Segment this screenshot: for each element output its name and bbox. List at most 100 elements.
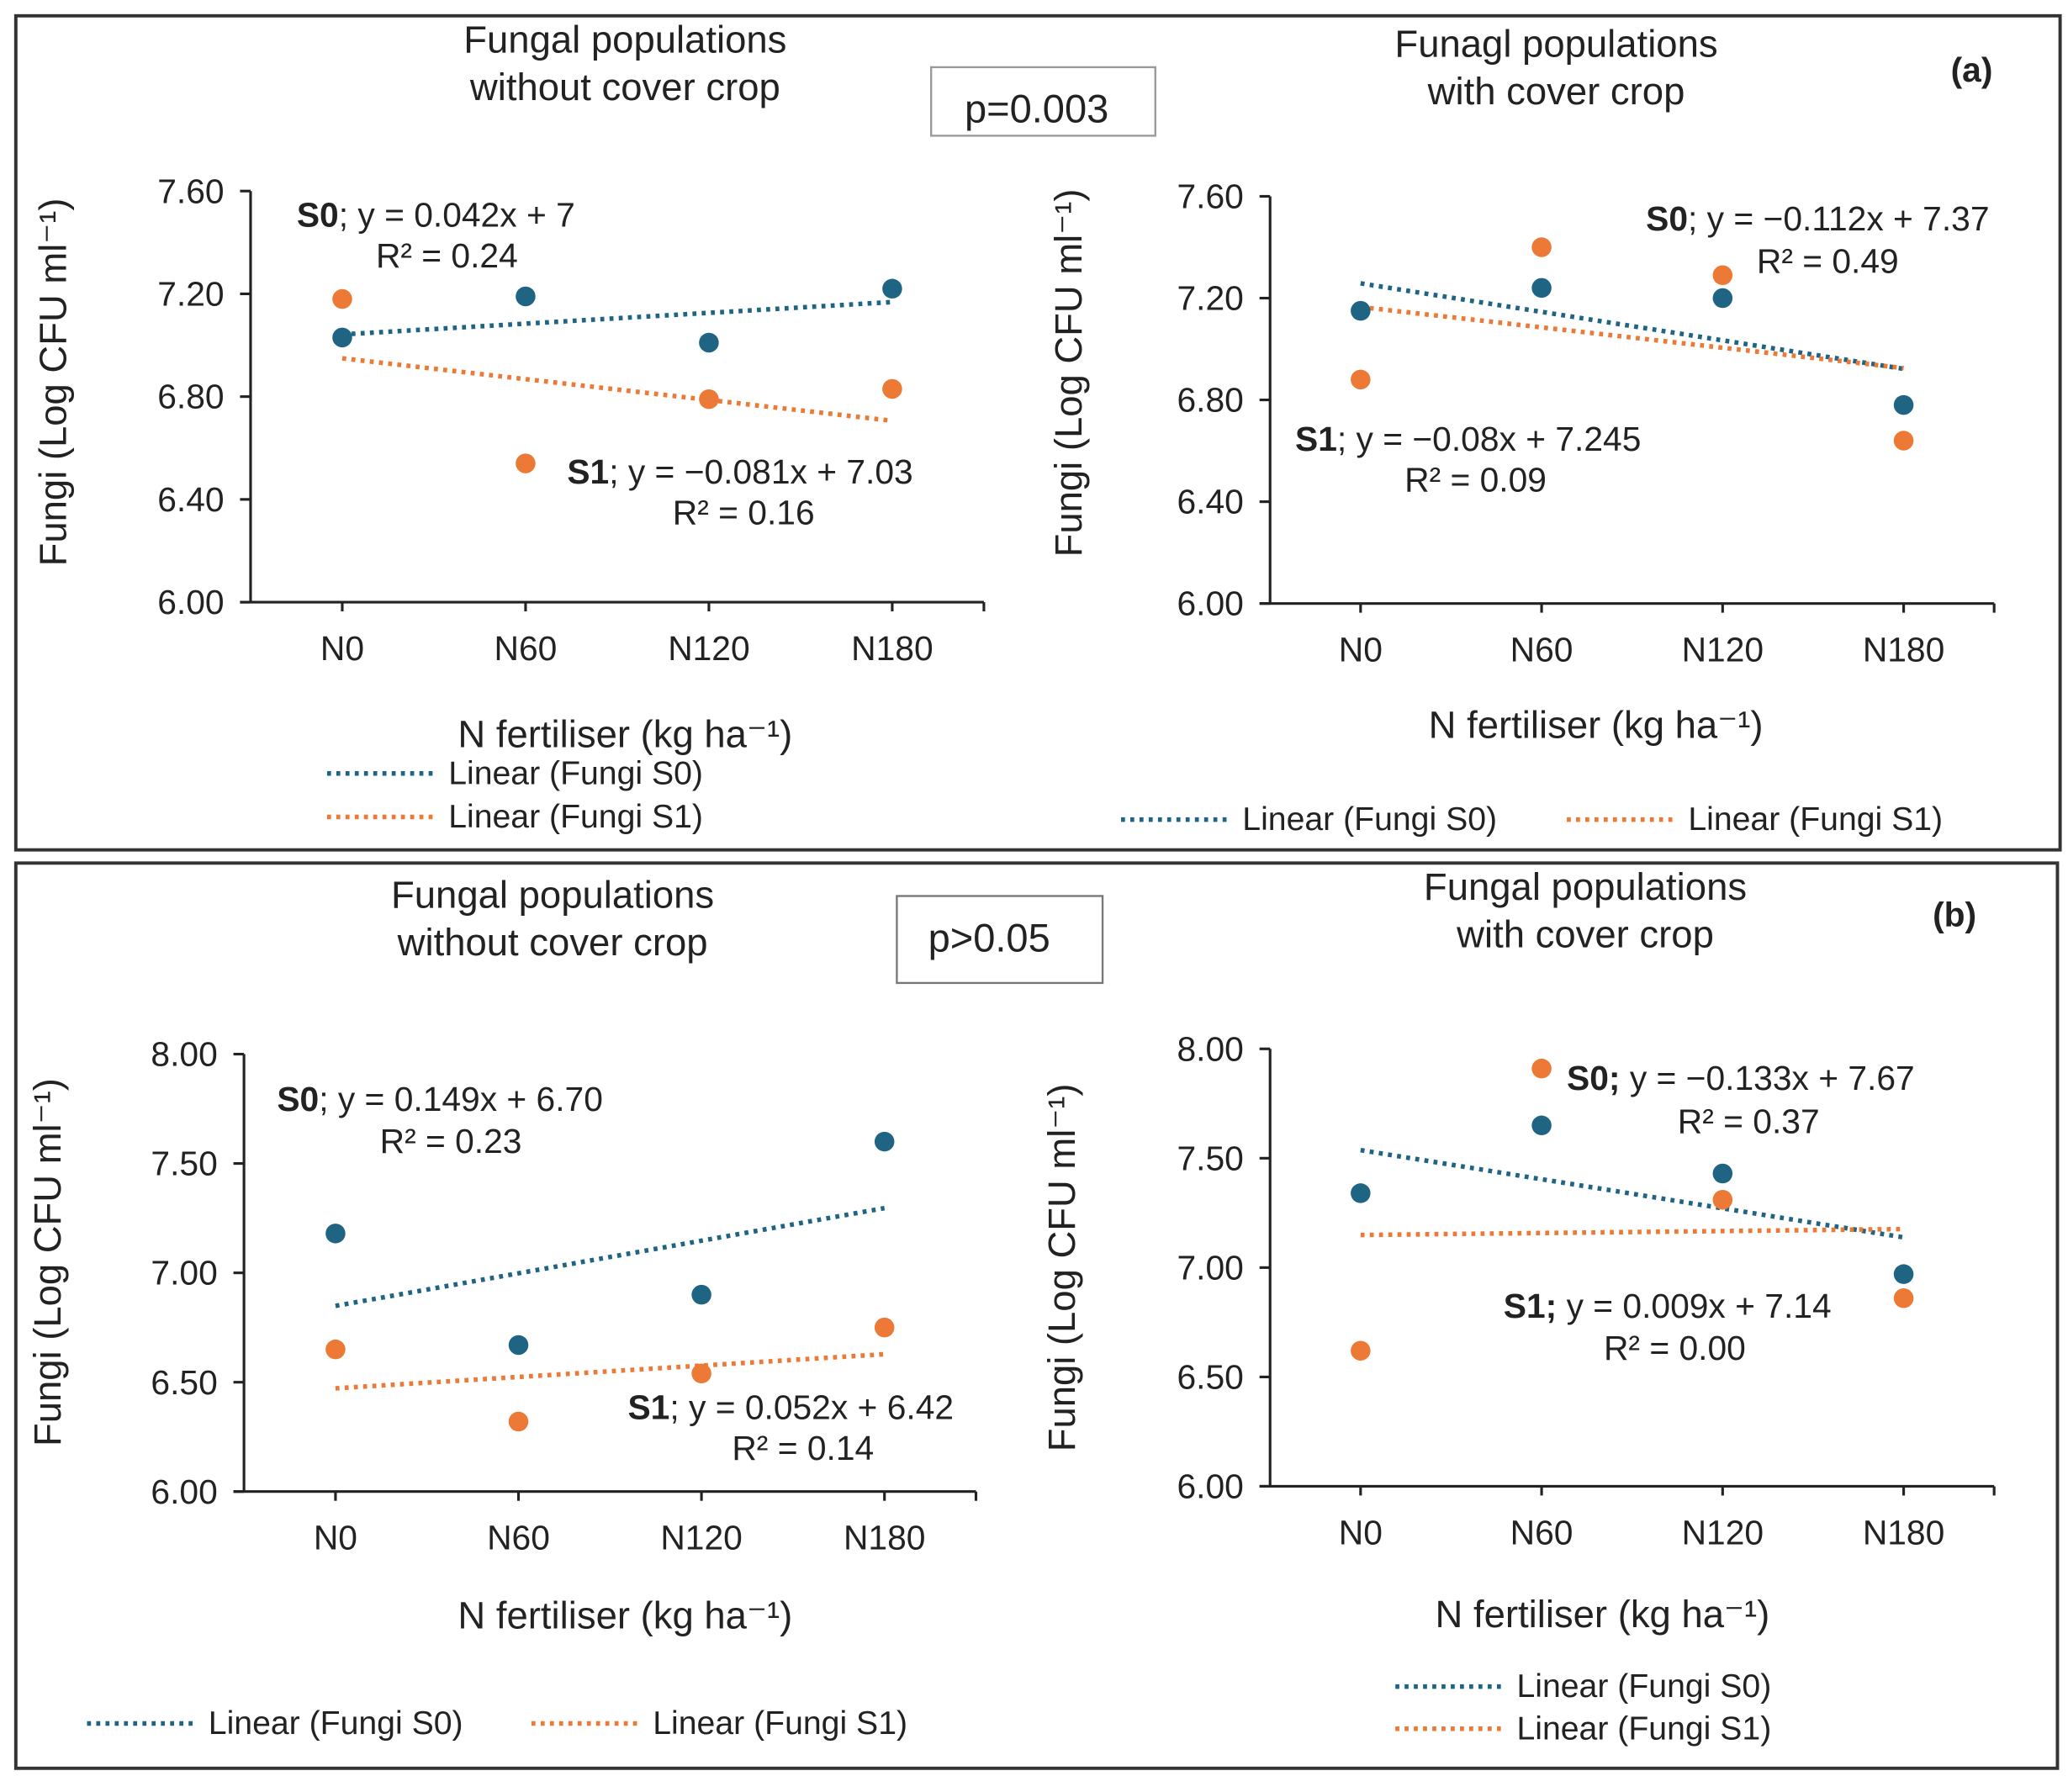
y-tick-label: 6.00	[1177, 1467, 1244, 1506]
chart-1: Fungal populations without cover crop 6.00…	[31, 19, 986, 835]
data-point-fungi-s0	[1531, 278, 1552, 299]
legend-label: Linear (Fungi S0)	[1516, 1668, 1771, 1705]
y-axis-label: Fungi (Log CFU ml⁻¹)	[26, 1078, 69, 1446]
x-tick-label: N0	[1339, 631, 1383, 669]
legend-label: Linear (Fungi S1)	[1516, 1710, 1771, 1747]
data-point-fungi-s1	[516, 453, 536, 473]
x-tick-label: N180	[1863, 1513, 1944, 1551]
data-point-fungi-s1	[1531, 237, 1552, 257]
p-value-box-b	[896, 895, 1104, 985]
trendline-fungi-s0	[335, 1205, 886, 1308]
r-squared: R² = 0.09	[1404, 460, 1547, 499]
data-point-fungi-s1	[1531, 1058, 1552, 1079]
r-squared: R² = 0.37	[1678, 1102, 1820, 1141]
x-tick-label: N120	[1682, 1513, 1764, 1551]
chart-4: Fungal populations with cover crop 6.00 6.5…	[1040, 865, 1996, 1747]
y-tick-label: 6.40	[1177, 483, 1244, 521]
legend-label: Linear (Fungi S0)	[1242, 801, 1497, 838]
trendline-fungi-s1	[335, 1351, 885, 1391]
data-point-fungi-s1	[874, 1317, 895, 1338]
data-point-fungi-s0	[332, 327, 352, 348]
data-point-fungi-s0	[1893, 1264, 1914, 1284]
data-point-fungi-s0	[1712, 1163, 1733, 1184]
legend-label: Linear (Fungi S0)	[209, 1705, 463, 1742]
data-point-fungi-s1	[699, 389, 719, 410]
x-tick-label: N0	[1339, 1513, 1383, 1551]
y-tick-label: 7.00	[151, 1254, 217, 1292]
x-tick-label: N120	[660, 1519, 742, 1557]
regression-equation: S1; y = 0.009x + 7.14	[1504, 1287, 1832, 1325]
data-point-fungi-s0	[691, 1284, 711, 1305]
data-point-fungi-s0	[1712, 288, 1733, 309]
chart-title: without cover crop	[397, 921, 708, 964]
r-squared: R² = 0.16	[673, 494, 815, 532]
data-point-fungi-s1	[508, 1411, 529, 1432]
chart-title: Fungal populations	[391, 874, 714, 917]
data-point-fungi-s0	[325, 1224, 346, 1244]
y-tick-label: 7.50	[151, 1144, 217, 1183]
r-squared: R² = 0.00	[1604, 1329, 1746, 1367]
y-axis-label: Fungi (Log CFU ml⁻¹)	[31, 198, 74, 566]
legend-label: Linear (Fungi S0)	[448, 755, 703, 791]
y-tick-label: 6.50	[1177, 1358, 1244, 1397]
regression-equation: S1; y = −0.081x + 7.03	[567, 452, 912, 491]
trendline-fungi-s1	[341, 356, 893, 424]
chart-title: Fungal populations	[1424, 865, 1747, 908]
x-tick-label: N60	[1510, 631, 1573, 669]
data-point-fungi-s0	[1351, 1183, 1371, 1203]
y-tick-label: 8.00	[151, 1035, 217, 1074]
r-squared: R² = 0.49	[1757, 241, 1899, 280]
y-axis-label: Fungi (Log CFU ml⁻¹)	[1047, 189, 1090, 558]
x-axis-label: N fertiliser (kg ha⁻¹)	[1429, 703, 1764, 746]
regression-equation: S1; y = 0.052x + 6.42	[627, 1388, 954, 1427]
r-squared: R² = 0.14	[732, 1429, 874, 1467]
x-tick-label: N0	[320, 629, 364, 668]
x-tick-label: N180	[1863, 631, 1944, 669]
y-tick-label: 6.50	[151, 1363, 217, 1402]
x-tick-label: N60	[495, 629, 558, 668]
trendline-fungi-s1	[1360, 1226, 1904, 1238]
data-point-fungi-s1	[332, 288, 352, 309]
x-tick-label: N180	[844, 1519, 925, 1557]
regression-equation: S1; y = −0.08x + 7.245	[1295, 420, 1641, 458]
chart-title: without cover crop	[469, 66, 780, 108]
y-tick-label: 6.80	[157, 378, 224, 416]
data-point-fungi-s1	[325, 1339, 346, 1360]
x-tick-label: N120	[668, 629, 749, 668]
x-tick-label: N0	[314, 1519, 357, 1557]
p-value-box-a	[930, 66, 1156, 137]
panel-label-b: (b)	[1933, 896, 1976, 934]
y-tick-label: 7.20	[1177, 279, 1244, 318]
x-tick-label: N60	[1510, 1513, 1573, 1551]
chart-title: Fungal populations	[463, 19, 786, 61]
regression-equation: S0; y = −0.133x + 7.67	[1567, 1059, 1915, 1097]
x-tick-label: N120	[1682, 631, 1764, 669]
data-point-fungi-s1	[1712, 265, 1733, 286]
panel-label-a: (a)	[1951, 50, 1993, 89]
legend-label: Linear (Fungi S1)	[1688, 801, 1943, 838]
trendline-fungi-s1	[1360, 304, 1904, 371]
trendline-fungi-s0	[1360, 1147, 1904, 1240]
data-point-fungi-s0	[1531, 1115, 1552, 1136]
data-point-fungi-s0	[699, 332, 719, 353]
trendline-fungi-s0	[341, 299, 893, 337]
panel-a-frame	[13, 13, 2062, 852]
chart-title: with cover crop	[1427, 70, 1685, 113]
data-point-fungi-s0	[874, 1131, 895, 1152]
data-point-fungi-s0	[1893, 394, 1914, 415]
x-axis-label: N fertiliser (kg ha⁻¹)	[457, 1594, 792, 1637]
data-point-fungi-s1	[882, 378, 902, 399]
p-value-b: p>0.05	[928, 915, 1050, 959]
y-tick-label: 6.40	[157, 480, 224, 519]
regression-equation: S0; y = −0.112x + 7.37	[1646, 199, 1989, 238]
y-tick-label: 8.00	[1177, 1029, 1244, 1068]
chart-2: Funagl populations with cover crop 6.00 6.4…	[1047, 22, 1996, 838]
r-squared: R² = 0.23	[380, 1122, 522, 1160]
x-tick-label: N180	[851, 629, 933, 668]
data-point-fungi-s1	[1351, 369, 1371, 390]
chart-title: Funagl populations	[1394, 22, 1717, 65]
regression-equation: S0; y = 0.042x + 7	[297, 196, 575, 235]
y-tick-label: 6.00	[1177, 584, 1244, 623]
